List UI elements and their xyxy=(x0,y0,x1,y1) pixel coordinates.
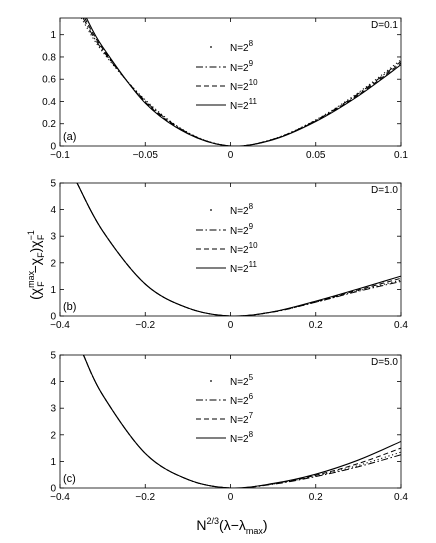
legend-label: N=210 xyxy=(230,78,258,93)
panel-2: −0.4 −0.2 0 0.2 0.4 0 1 2 3 4 5 N=25 N=26 N=27 N=28 D=5… xyxy=(50,351,408,504)
x-tick-label: 0.2 xyxy=(309,320,323,331)
x-tick-label: 0 xyxy=(228,150,234,161)
panel-annotation: D=1.0 xyxy=(371,185,398,196)
y-tick-label: 4 xyxy=(50,377,56,388)
legend-label: N=211 xyxy=(230,260,257,275)
y-tick-label: 1 xyxy=(50,285,56,296)
series-line-3 xyxy=(76,183,401,316)
legend-label: N=29 xyxy=(230,222,254,237)
legend-swatch xyxy=(210,46,212,48)
legend-label: N=28 xyxy=(230,202,254,217)
panel-label: (c) xyxy=(63,473,76,485)
x-tick-label: −0.1 xyxy=(50,150,70,161)
legend-label: N=211 xyxy=(230,97,257,112)
panel-annotation: D=5.0 xyxy=(371,357,398,368)
y-tick-label: 2 xyxy=(50,258,56,269)
y-tick-label: 0.8 xyxy=(42,52,56,63)
y-tick-label: 0 xyxy=(50,312,56,323)
y-tick-label: 0 xyxy=(50,484,56,495)
y-axis-label: (χmaxF−χF)χ−1F xyxy=(26,230,46,300)
series-line-0 xyxy=(82,355,401,488)
panel-1: −0.4 −0.2 0 0.2 0.4 0 1 2 3 4 5 N=28 N=29 N=210 N=211 D… xyxy=(50,179,408,332)
y-tick-label: 1 xyxy=(50,30,56,41)
x-tick-label: 0.2 xyxy=(309,492,323,503)
x-tick-label: −0.4 xyxy=(50,492,70,503)
legend-swatch xyxy=(210,380,212,382)
panel-0: −0.1 −0.05 0 0.05 0.1 0 0.2 0.4 0.6 0.8 1 N=28 N=29 N… xyxy=(42,17,408,161)
panel-label: (a) xyxy=(63,131,76,143)
x-tick-label: 0 xyxy=(228,320,234,331)
svg-text:N2/3(λ−λmax): N2/3(λ−λmax) xyxy=(196,516,267,536)
y-tick-label: 2 xyxy=(50,430,56,441)
y-tick-label: 3 xyxy=(50,232,56,243)
y-tick-label: 0 xyxy=(50,142,56,153)
y-tick-label: 5 xyxy=(50,351,56,362)
x-tick-label: 0.4 xyxy=(394,320,408,331)
y-tick-label: 0.6 xyxy=(42,75,56,86)
series-line-0 xyxy=(80,18,401,146)
x-tick-label: 0.05 xyxy=(306,150,326,161)
series-line-1 xyxy=(82,18,401,146)
svg-text:(χmaxF−χF)χ−1F: (χmaxF−χF)χ−1F xyxy=(26,230,46,300)
y-tick-label: 1 xyxy=(50,457,56,468)
legend-swatch xyxy=(210,209,212,211)
x-tick-label: −0.05 xyxy=(133,150,159,161)
panels: −0.1 −0.05 0 0.05 0.1 0 0.2 0.4 0.6 0.8 1 N=28 N=29 N… xyxy=(42,17,408,504)
x-tick-label: 0 xyxy=(228,492,234,503)
x-tick-label: −0.4 xyxy=(50,320,70,331)
y-tick-label: 3 xyxy=(50,404,56,415)
x-axis-label: N2/3(λ−λmax) xyxy=(196,516,267,536)
y-tick-label: 0.2 xyxy=(42,119,56,130)
x-tick-label: −0.2 xyxy=(135,492,155,503)
legend-label: N=25 xyxy=(230,373,254,388)
legend-label: N=28 xyxy=(230,430,254,445)
y-tick-label: 4 xyxy=(50,205,56,216)
legend-label: N=28 xyxy=(230,39,254,54)
x-tick-label: 0.1 xyxy=(394,150,408,161)
legend-label: N=29 xyxy=(230,59,254,74)
x-tick-label: 0.4 xyxy=(394,492,408,503)
x-tick-label: −0.2 xyxy=(135,320,155,331)
y-tick-label: 5 xyxy=(50,179,56,190)
series-line-3 xyxy=(85,18,401,146)
y-tick-label: 0.4 xyxy=(42,97,56,108)
panel-annotation: D=0.1 xyxy=(371,20,398,31)
series-line-1 xyxy=(82,355,401,488)
panel-label: (b) xyxy=(63,301,76,313)
legend-label: N=27 xyxy=(230,411,254,426)
series-line-3 xyxy=(82,355,401,488)
legend-label: N=26 xyxy=(230,392,254,407)
legend-label: N=210 xyxy=(230,241,258,256)
